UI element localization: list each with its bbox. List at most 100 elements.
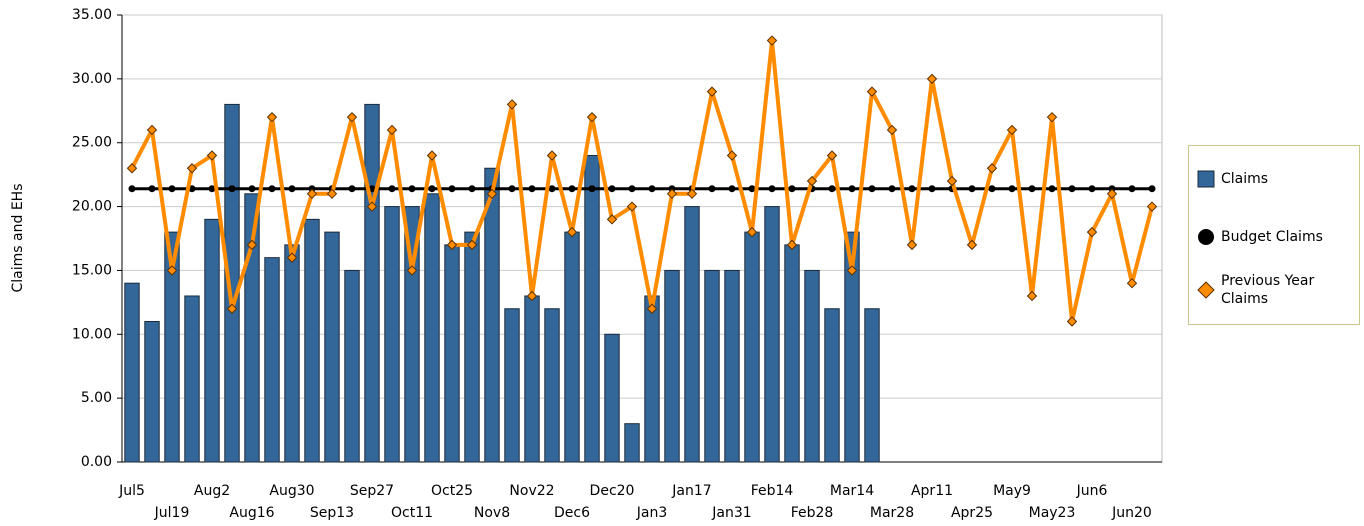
bar	[144, 321, 160, 463]
marker	[1128, 185, 1136, 193]
marker	[946, 175, 958, 187]
marker	[848, 185, 856, 193]
legend-item: Previous Year Claims	[1197, 272, 1357, 308]
x-tick-label: May23	[1029, 505, 1076, 521]
marker	[528, 185, 536, 193]
bar	[204, 218, 220, 463]
marker	[586, 111, 598, 123]
marker	[546, 150, 558, 161]
marker	[266, 111, 278, 123]
bar	[624, 423, 640, 463]
legend-label: Budget Claims	[1221, 229, 1323, 245]
y-tick-label: 5.00	[81, 390, 112, 406]
marker	[868, 185, 876, 193]
marker	[186, 163, 198, 174]
marker	[306, 188, 318, 200]
y-axis-label: Claims and EHs	[10, 184, 26, 293]
bar	[744, 231, 760, 463]
marker	[888, 185, 896, 193]
x-tick-label: Feb28	[791, 505, 834, 521]
legend-item: Claims	[1197, 170, 1357, 188]
marker	[588, 185, 596, 193]
marker	[728, 185, 736, 193]
x-tick-label: Jun20	[1111, 505, 1152, 521]
marker	[486, 188, 498, 200]
marker	[1146, 201, 1158, 212]
marker	[568, 185, 576, 193]
marker	[448, 185, 456, 193]
marker	[166, 265, 178, 276]
bar	[704, 269, 720, 463]
y-tick-label: 15.00	[72, 262, 112, 278]
x-tick-label: Aug2	[194, 483, 230, 499]
marker	[246, 239, 258, 251]
marker	[248, 185, 256, 193]
legend-label: Previous Year Claims	[1221, 273, 1315, 307]
marker	[726, 150, 738, 161]
marker	[128, 185, 136, 193]
marker	[626, 201, 638, 212]
bar	[564, 231, 580, 463]
marker	[268, 185, 276, 193]
x-tick-label: Dec20	[590, 483, 635, 499]
marker	[148, 185, 156, 193]
marker	[146, 124, 158, 136]
bar	[444, 244, 460, 463]
marker	[1048, 185, 1056, 193]
x-tick-label: Mar28	[870, 505, 914, 521]
marker	[428, 185, 436, 193]
marker	[966, 239, 978, 251]
marker	[1046, 111, 1058, 123]
line	[130, 38, 1154, 324]
bar	[804, 269, 820, 463]
marker	[926, 73, 938, 85]
x-tick-label: Jun6	[1076, 483, 1108, 499]
legend-item: Budget Claims	[1197, 228, 1357, 246]
bar	[604, 333, 620, 463]
y-tick-label: 20.00	[72, 199, 112, 215]
x-tick-label: Mar14	[830, 483, 874, 499]
marker	[348, 185, 356, 193]
marker	[828, 185, 836, 193]
marker	[648, 185, 656, 193]
y-tick-label: 10.00	[72, 326, 112, 342]
marker	[606, 214, 618, 225]
bar	[164, 231, 180, 463]
marker	[968, 185, 976, 193]
x-tick-label: Oct25	[431, 483, 473, 499]
marker	[706, 86, 718, 97]
bar	[304, 218, 320, 463]
marker	[526, 290, 538, 302]
bar	[584, 154, 600, 463]
marker	[646, 303, 658, 314]
marker	[206, 150, 218, 161]
marker	[286, 252, 298, 263]
swatch	[1197, 281, 1215, 299]
marker	[1148, 185, 1156, 193]
legend: Claims Budget Claims Previous Year Claims	[1188, 145, 1360, 325]
bar	[264, 257, 280, 463]
marker	[168, 185, 176, 193]
marker	[666, 188, 678, 200]
marker	[906, 239, 918, 251]
y-tick-label: 30.00	[72, 71, 112, 87]
bar	[504, 308, 520, 463]
marker	[686, 188, 698, 200]
x-tick-label: Jul5	[118, 483, 145, 499]
marker	[1106, 188, 1118, 200]
bar	[784, 244, 800, 463]
x-tick-label: Jan3	[636, 505, 668, 521]
bar	[644, 295, 660, 463]
bar	[324, 231, 340, 463]
marker	[408, 185, 416, 193]
marker	[226, 303, 238, 314]
marker	[228, 185, 236, 193]
marker	[508, 185, 516, 193]
marker	[788, 185, 796, 193]
x-tick-label: Jan31	[711, 505, 751, 521]
marker	[288, 185, 296, 193]
x-tick-label: Dec6	[554, 505, 590, 521]
bar	[864, 308, 880, 463]
